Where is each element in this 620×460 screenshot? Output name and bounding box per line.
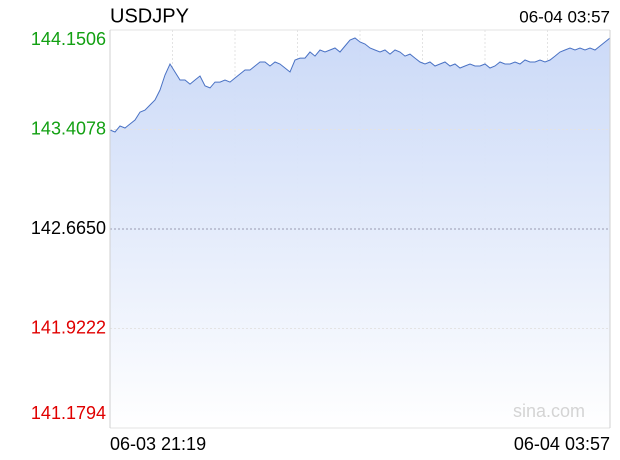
- price-line: [109, 37, 611, 133]
- watermark: sina.com: [513, 401, 585, 421]
- x-tick-label: 06-03 21:19: [110, 434, 206, 454]
- y-tick-label: 141.9222: [31, 317, 106, 337]
- y-tick-label: 144.1506: [31, 29, 106, 49]
- x-tick-label: 06-04 03:57: [514, 434, 610, 454]
- y-tick-label: 141.1794: [31, 403, 106, 423]
- y-tick-label: 143.4078: [31, 118, 106, 138]
- area: [110, 38, 610, 428]
- chart-title: USDJPY: [110, 5, 189, 27]
- y-tick-label: 142.6650: [31, 218, 106, 238]
- timestamp: 06-04 03:57: [519, 7, 610, 26]
